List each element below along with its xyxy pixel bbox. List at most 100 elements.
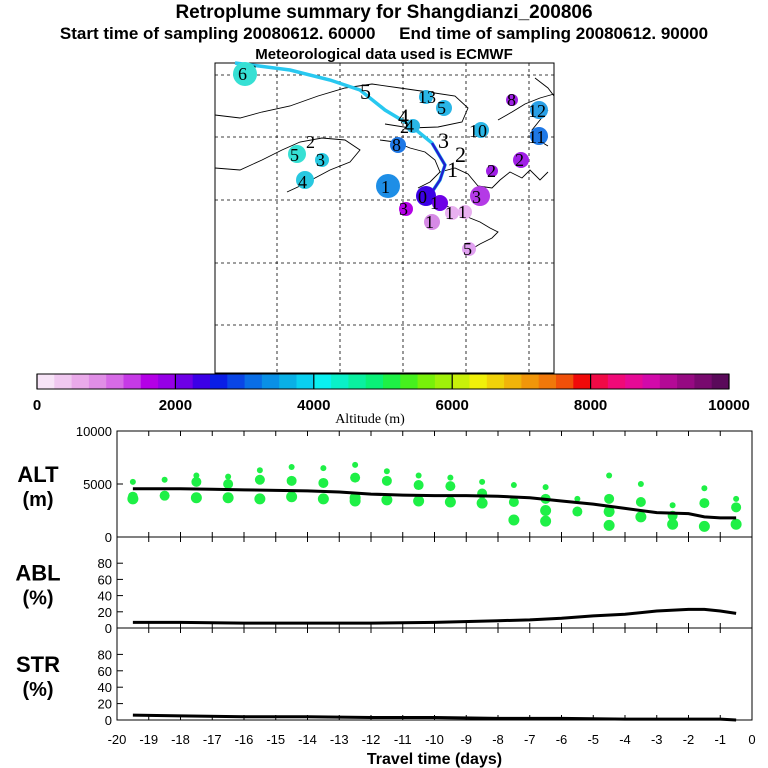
colorbar-swatch bbox=[642, 374, 661, 389]
time-xtick-label: -19 bbox=[139, 732, 158, 747]
alt-cluster-point bbox=[635, 511, 647, 523]
alt-cluster-point bbox=[159, 490, 170, 501]
alt-cluster-point bbox=[191, 476, 202, 487]
alt-cluster-point bbox=[635, 497, 646, 508]
plume-cluster-label: 2 bbox=[306, 132, 315, 152]
time-xtick-label: -1 bbox=[714, 732, 726, 747]
alt-cluster-point bbox=[225, 473, 232, 480]
pct-ytick-label: 40 bbox=[98, 680, 112, 695]
plume-cluster-label: 3 bbox=[472, 187, 481, 207]
plume-cluster-label: 2 bbox=[515, 150, 524, 170]
plume-cluster-label: 1 bbox=[381, 177, 390, 197]
colorbar-swatch bbox=[106, 374, 124, 389]
plume-cluster-circle bbox=[390, 137, 406, 153]
coastline bbox=[214, 137, 361, 193]
colorbar-swatch bbox=[279, 374, 297, 389]
colorbar-swatch bbox=[538, 374, 557, 389]
abl-line bbox=[132, 607, 737, 625]
colorbar-swatch bbox=[659, 374, 678, 389]
meteorological-data-subtitle: Meteorological data used is ECMWF bbox=[255, 46, 513, 63]
colorbar-swatch bbox=[607, 374, 626, 389]
pct-ytick-label: 0 bbox=[105, 713, 112, 728]
panel-unit: (m) bbox=[22, 489, 53, 511]
colorbar-tick-label: 8000 bbox=[574, 397, 607, 414]
colorbar-swatch bbox=[37, 374, 55, 389]
alt-cluster-point bbox=[540, 505, 552, 516]
plume-cluster-circle bbox=[296, 171, 314, 189]
colorbar-swatch bbox=[521, 374, 540, 389]
colorbar-swatch bbox=[417, 374, 436, 389]
alt-cluster-point bbox=[320, 465, 327, 472]
str-line bbox=[132, 713, 737, 722]
time-xtick-label: -9 bbox=[460, 732, 472, 747]
time-xtick-label: 0 bbox=[748, 732, 755, 747]
colorbar-swatch bbox=[331, 374, 349, 389]
track-day-label: 4 bbox=[398, 104, 409, 129]
plume-cluster-label: 5 bbox=[437, 98, 446, 118]
track-day-label: 1 bbox=[447, 157, 458, 182]
alt-cluster-point bbox=[127, 493, 139, 505]
alt-cluster-point bbox=[350, 472, 361, 483]
plume-cluster-label: 2 bbox=[487, 161, 496, 181]
plume-cluster-circle bbox=[399, 202, 413, 216]
plume-cluster-label: 5 bbox=[463, 239, 472, 259]
plume-cluster-circle bbox=[462, 242, 476, 256]
colorbar-swatch bbox=[54, 374, 73, 389]
time-xtick-label: -17 bbox=[203, 732, 222, 747]
alt-cluster-point bbox=[733, 495, 740, 502]
alt-cluster-point bbox=[603, 519, 615, 531]
sampling-time-subtitle: Start time of sampling 20080612. 60000 E… bbox=[59, 24, 709, 43]
alt-cluster-point bbox=[223, 479, 234, 489]
alt-cluster-point bbox=[381, 475, 392, 486]
alt-cluster-point bbox=[572, 506, 583, 517]
colorbar-swatch bbox=[261, 374, 280, 389]
plume-cluster-label: 1 bbox=[425, 212, 434, 232]
alt-cluster-point bbox=[222, 492, 234, 504]
alt-cluster-point bbox=[288, 464, 295, 471]
colorbar-swatch bbox=[694, 374, 713, 389]
plume-cluster-label: 8 bbox=[392, 135, 401, 155]
plume-cluster-label: 8 bbox=[507, 90, 516, 110]
plume-cluster-label: 4 bbox=[298, 172, 307, 192]
time-xtick-label: -18 bbox=[171, 732, 190, 747]
plume-cluster-label: 0 bbox=[418, 187, 427, 207]
alt-cluster-point bbox=[699, 498, 710, 509]
coastline bbox=[439, 167, 549, 189]
plume-cluster-circle bbox=[445, 206, 459, 220]
alt-cluster-point bbox=[476, 497, 488, 509]
plume-cluster-label: 4 bbox=[405, 116, 414, 136]
alt-cluster-point bbox=[352, 461, 359, 468]
colorbar-swatch bbox=[625, 374, 643, 389]
alt-cluster-point bbox=[190, 492, 202, 504]
plume-cluster-label: 3 bbox=[316, 150, 325, 170]
alt-cluster-point bbox=[415, 472, 422, 479]
plume-cluster-circle bbox=[530, 127, 548, 145]
colorbar-swatch bbox=[244, 374, 263, 389]
colorbar-axis-label: Altitude (m) bbox=[335, 412, 405, 427]
colorbar-swatch bbox=[158, 374, 176, 389]
time-xtick-label: -20 bbox=[108, 732, 127, 747]
plume-cluster-label: 1 bbox=[445, 203, 454, 223]
alt-cluster-point bbox=[256, 467, 263, 474]
alt-cluster-point bbox=[413, 480, 424, 491]
alt-cluster-point bbox=[383, 468, 390, 475]
plume-cluster-circle bbox=[233, 62, 257, 86]
colorbar-swatch bbox=[590, 374, 609, 389]
alt-cluster-point bbox=[606, 472, 613, 479]
colorbar-swatch bbox=[452, 374, 470, 389]
alt-cluster-point bbox=[604, 493, 615, 504]
alt-cluster-point bbox=[161, 476, 168, 483]
colorbar-swatch bbox=[573, 374, 592, 389]
time-xtick-label: -11 bbox=[394, 732, 412, 747]
plume-cluster-label: 1 bbox=[458, 202, 467, 222]
alt-ytick-label: 0 bbox=[105, 530, 112, 545]
alt-cluster-point bbox=[286, 491, 298, 503]
colorbar-swatch bbox=[486, 374, 505, 389]
alt-cluster-point bbox=[540, 515, 552, 527]
panel-unit: (%) bbox=[22, 679, 53, 701]
alt-cluster-point bbox=[193, 472, 200, 479]
plume-cluster-circle bbox=[432, 195, 448, 211]
colorbar-swatch bbox=[192, 374, 211, 389]
plume-cluster-label: 5 bbox=[290, 145, 299, 165]
colorbar-tick-label: 6000 bbox=[436, 397, 469, 414]
